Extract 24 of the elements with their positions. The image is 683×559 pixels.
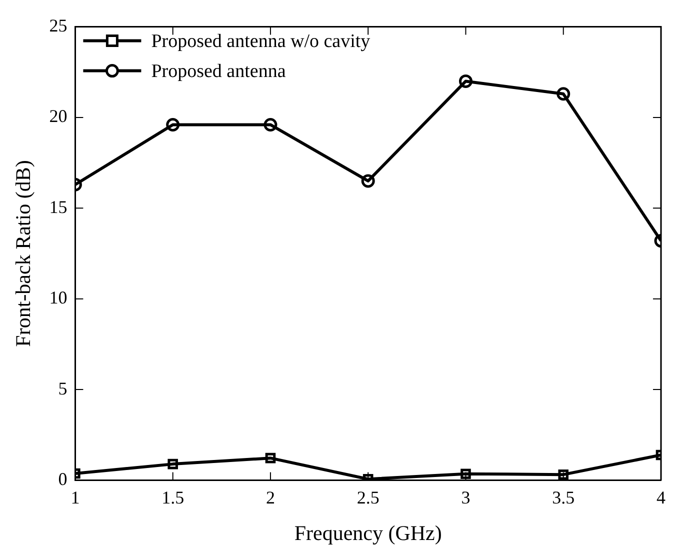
x-tick-label: 3 xyxy=(461,488,470,508)
x-axis-title: Frequency (GHz) xyxy=(294,520,442,545)
y-axis-title: Front-back Ratio (dB) xyxy=(11,160,36,347)
point xyxy=(265,452,276,464)
point xyxy=(460,468,471,479)
y-tick-label: 5 xyxy=(58,378,68,398)
x-tick-label: 2 xyxy=(266,488,275,508)
point xyxy=(458,74,472,88)
y-tick-label: 0 xyxy=(58,468,68,489)
x-tick-label: 4 xyxy=(656,488,666,508)
x-tick-label: 1 xyxy=(70,488,80,508)
legend-label: Proposed antenna xyxy=(151,60,286,82)
x-tick-label: 2.5 xyxy=(356,488,380,508)
x-tick-label: 1.5 xyxy=(162,488,184,508)
point xyxy=(166,118,180,132)
y-tick-label: 25 xyxy=(49,16,68,36)
x-tick-label: 3.5 xyxy=(552,488,575,508)
y-tick-label: 20 xyxy=(49,106,68,126)
point xyxy=(168,458,178,470)
point xyxy=(264,118,278,132)
y-tick-label: 10 xyxy=(49,288,68,308)
point xyxy=(361,174,375,188)
y-tick-label: 15 xyxy=(49,196,68,217)
legend-label: Proposed antenna w/o cavity xyxy=(151,30,371,52)
